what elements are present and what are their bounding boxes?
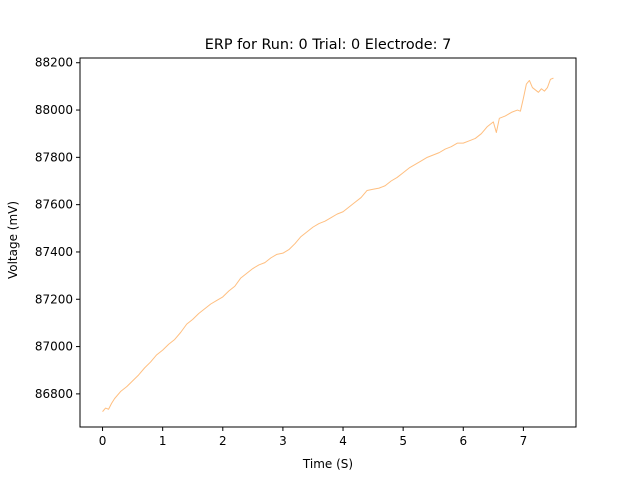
x-tick-label: 1 xyxy=(159,434,167,448)
series-layer xyxy=(102,77,554,412)
x-tick-label: 5 xyxy=(399,434,407,448)
y-tick-label: 87000 xyxy=(35,340,73,354)
y-tick-label: 87600 xyxy=(35,198,73,212)
y-axis-label: Voltage (mV) xyxy=(6,201,20,279)
y-tick-label: 86800 xyxy=(35,387,73,401)
x-axis-label: Time (S) xyxy=(302,457,353,471)
chart-title: ERP for Run: 0 Trial: 0 Electrode: 7 xyxy=(205,37,451,53)
x-tick-label: 4 xyxy=(339,434,347,448)
x-tick-label: 2 xyxy=(219,434,227,448)
x-tick-label: 0 xyxy=(99,434,107,448)
y-tick-label: 88000 xyxy=(35,103,73,117)
series-line-0 xyxy=(102,77,554,412)
y-tick-label: 87800 xyxy=(35,150,73,164)
plot-frame xyxy=(79,57,577,428)
y-tick-label: 87200 xyxy=(35,292,73,306)
x-tick-label: 6 xyxy=(459,434,467,448)
x-tick-label: 3 xyxy=(279,434,287,448)
y-tick-label: 88200 xyxy=(35,56,73,70)
plot-area xyxy=(79,57,577,428)
x-tick-label: 7 xyxy=(520,434,528,448)
x-axis: 0 1 2 3 4 5 6 7 xyxy=(99,427,527,448)
y-axis: 86800 87000 87200 87400 87600 87800 88000 88200 xyxy=(35,56,80,401)
y-tick-label: 87400 xyxy=(35,245,73,259)
